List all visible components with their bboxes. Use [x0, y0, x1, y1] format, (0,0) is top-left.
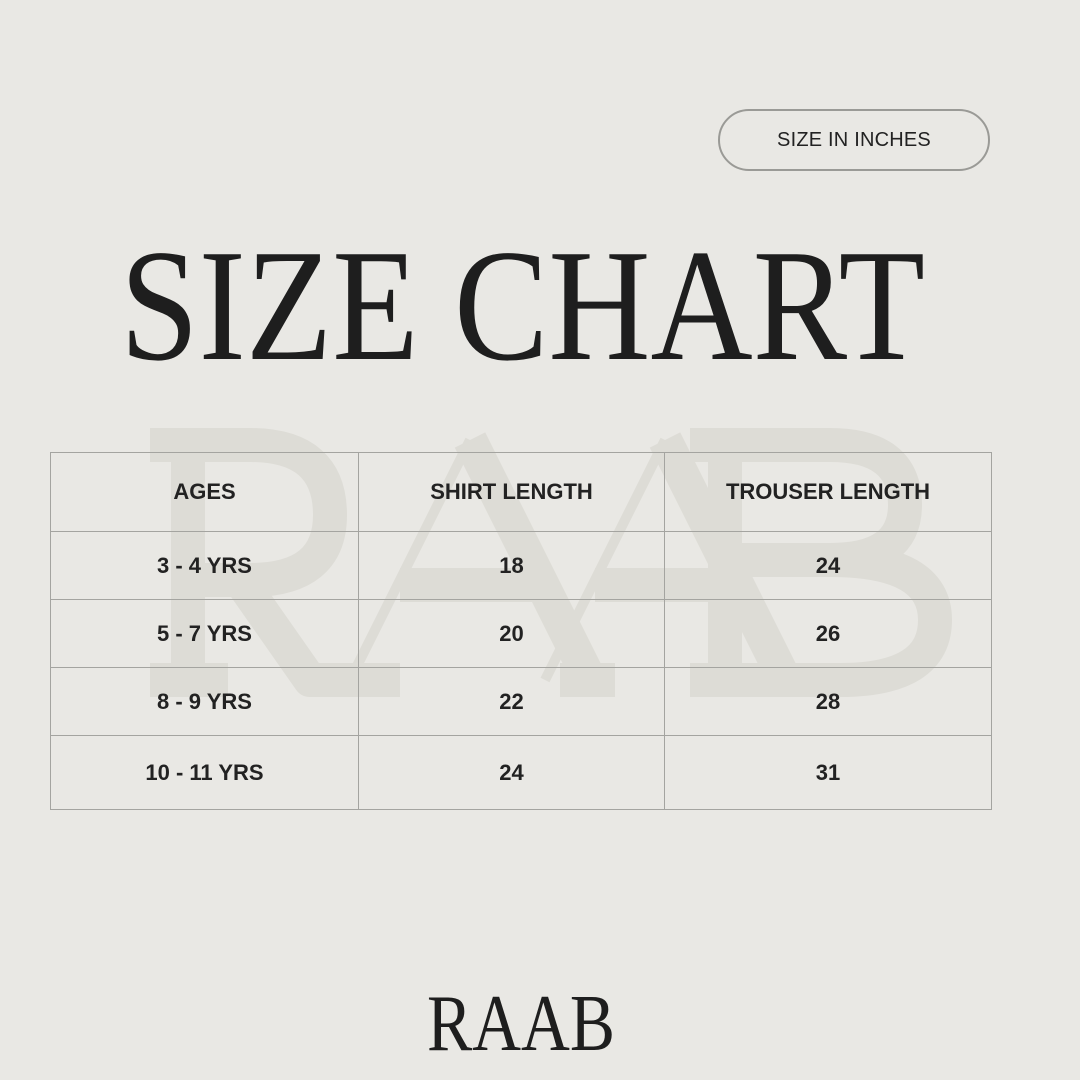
cell-age: 8 - 9 YRS: [50, 667, 359, 736]
table-row: 3 - 4 YRS 18 24: [50, 531, 992, 600]
cell-shirt: 20: [358, 599, 665, 668]
table-row: 5 - 7 YRS 20 26: [50, 599, 992, 668]
cell-shirt: 24: [358, 735, 665, 810]
size-table: AGES SHIRT LENGTH TROUSER LENGTH 3 - 4 Y…: [50, 452, 992, 810]
header-ages: AGES: [50, 452, 359, 532]
table-header-row: AGES SHIRT LENGTH TROUSER LENGTH: [50, 452, 992, 532]
cell-age: 3 - 4 YRS: [50, 531, 359, 600]
page-title: SIZE CHART: [120, 230, 925, 370]
table-row: 10 - 11 YRS 24 31: [50, 735, 992, 810]
cell-shirt: 22: [358, 667, 665, 736]
cell-trouser: 24: [664, 531, 992, 600]
cell-age: 5 - 7 YRS: [50, 599, 359, 668]
header-trouser-length: TROUSER LENGTH: [664, 452, 992, 532]
cell-trouser: 31: [664, 735, 992, 810]
size-unit-badge: SIZE IN INCHES: [718, 109, 990, 171]
cell-age: 10 - 11 YRS: [50, 735, 359, 810]
cell-trouser: 28: [664, 667, 992, 736]
cell-trouser: 26: [664, 599, 992, 668]
page-title-wrapper: SIZE CHART: [120, 230, 925, 370]
brand-logo: RAAB: [427, 985, 615, 1060]
table-row: 8 - 9 YRS 22 28: [50, 667, 992, 736]
header-shirt-length: SHIRT LENGTH: [358, 452, 665, 532]
brand-logo-wrapper: RAAB: [427, 985, 615, 1060]
badge-label: SIZE IN INCHES: [777, 128, 931, 151]
cell-shirt: 18: [358, 531, 665, 600]
